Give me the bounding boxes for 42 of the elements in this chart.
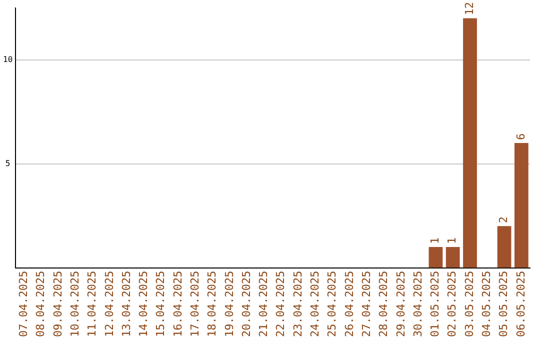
x-tick-label: 21.04.2025 — [257, 270, 270, 338]
x-tick-label: 06.05.2025 — [514, 270, 528, 338]
data-label: 12 — [462, 2, 476, 16]
y-tick-label: 5 — [5, 158, 10, 168]
y-tick-label: 10 — [2, 54, 13, 64]
x-tick-label: 30.04.2025 — [411, 270, 424, 338]
x-tick-label: 19.04.2025 — [222, 270, 236, 338]
x-tick-label: 11.04.2025 — [86, 270, 99, 338]
bar — [428, 246, 443, 268]
x-tick-label: 26.04.2025 — [342, 270, 356, 338]
data-label: 2 — [497, 216, 510, 224]
x-tick-label: 13.04.2025 — [120, 270, 133, 338]
x-tick-label: 07.04.2025 — [17, 270, 30, 338]
x-tick-label: 14.04.2025 — [137, 270, 150, 338]
x-tick-label: 02.05.2025 — [446, 270, 459, 338]
data-label: 1 — [446, 237, 459, 244]
data-label: 1 — [428, 237, 442, 244]
x-tick-label: 17.04.2025 — [188, 270, 202, 338]
x-tick-label: 18.04.2025 — [206, 270, 219, 338]
data-label: 6 — [514, 133, 528, 140]
x-tick-label: 08.04.2025 — [34, 270, 48, 338]
x-tick-label: 15.04.2025 — [154, 270, 168, 338]
x-tick-label: 28.04.2025 — [377, 270, 390, 338]
x-tick-label: 22.04.2025 — [274, 270, 288, 338]
x-tick-label: 04.05.2025 — [480, 270, 493, 338]
x-tick-label: 27.04.2025 — [360, 270, 373, 338]
x-tick-label: 01.05.2025 — [428, 270, 442, 338]
bar — [514, 142, 528, 268]
x-tick-label: 29.04.2025 — [394, 270, 408, 338]
x-tick-label: 16.04.2025 — [171, 270, 184, 338]
x-tick-label: 09.04.2025 — [51, 270, 64, 338]
bar — [446, 246, 460, 268]
x-tick-label: 03.05.2025 — [462, 270, 476, 338]
bar — [497, 226, 512, 268]
x-tick-label: 12.04.2025 — [102, 270, 116, 338]
x-tick-label: 10.04.2025 — [68, 270, 82, 338]
x-tick-label: 05.05.2025 — [497, 270, 510, 338]
bar — [463, 18, 477, 268]
x-tick-label: 23.04.2025 — [291, 270, 304, 338]
x-tick-label: 25.04.2025 — [326, 270, 339, 338]
x-tick-label: 24.04.2025 — [308, 270, 322, 338]
x-tick-label: 20.04.2025 — [240, 270, 253, 338]
